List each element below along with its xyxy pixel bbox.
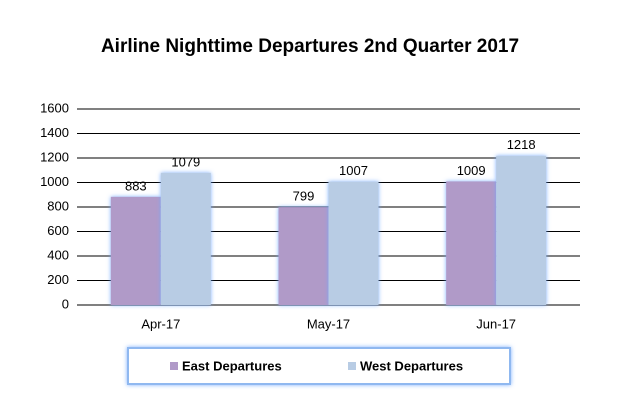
y-tick-label: 600 — [47, 223, 69, 238]
x-tick-label: Jun-17 — [476, 316, 516, 331]
legend-swatch — [348, 362, 356, 370]
bar — [110, 196, 161, 305]
x-tick-label: May-17 — [307, 316, 350, 331]
y-tick-label: 1600 — [40, 100, 69, 115]
y-tick-label: 1000 — [40, 174, 69, 189]
y-tick-label: 800 — [47, 198, 69, 213]
chart-title: Airline Nighttime Departures 2nd Quarter… — [100, 36, 520, 57]
data-label: 1218 — [507, 137, 536, 152]
data-label: 883 — [125, 178, 147, 193]
data-label: 1009 — [457, 163, 486, 178]
data-label: 799 — [293, 189, 315, 204]
x-tick-label: Apr-17 — [141, 316, 180, 331]
y-tick-label: 1200 — [40, 149, 69, 164]
y-tick-label: 400 — [47, 247, 69, 262]
legend-box — [127, 347, 511, 385]
legend-swatch — [170, 362, 178, 370]
y-tick-label: 200 — [47, 272, 69, 287]
bar — [160, 172, 211, 305]
y-tick-label: 1400 — [40, 125, 69, 140]
y-tick-label: 0 — [62, 296, 69, 311]
bar — [278, 207, 329, 305]
bar — [328, 181, 379, 305]
data-label: 1079 — [171, 154, 200, 169]
bar — [496, 155, 547, 305]
data-label: 1007 — [339, 163, 368, 178]
bar — [446, 181, 497, 305]
legend-label: West Departures — [360, 358, 463, 373]
legend-label: East Departures — [182, 358, 282, 373]
